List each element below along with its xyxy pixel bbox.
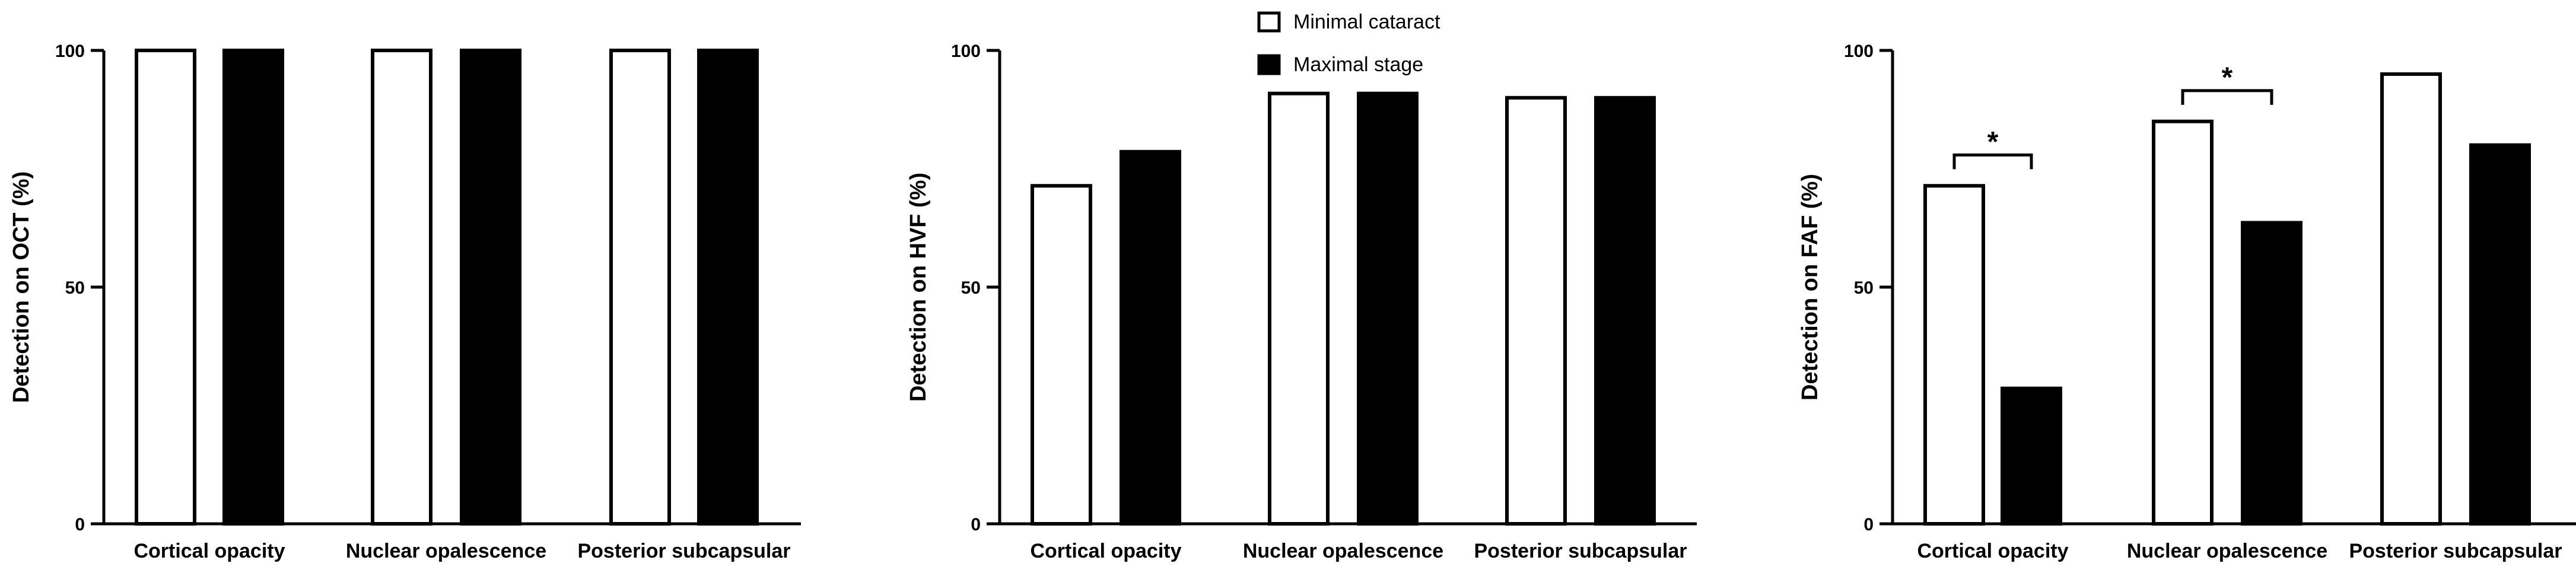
y-tick-label: 100: [1844, 42, 1874, 61]
bar-maximal-3: [697, 49, 759, 526]
significance-bracket: [1952, 153, 2033, 170]
x-category-label: Cortical opacity: [133, 540, 285, 562]
significance-star: *: [1987, 126, 1999, 158]
bar-maximal-1: [2001, 386, 2062, 526]
legend-label-minimal: Minimal cataract: [1293, 11, 1440, 33]
x-category-label: Cortical opacity: [1917, 540, 2068, 562]
legend-swatch-minimal: [1257, 11, 1281, 33]
x-category-label: Posterior subcapsular: [1474, 540, 1687, 562]
bar-maximal-2: [460, 49, 521, 526]
bar-maximal-1: [1120, 149, 1181, 526]
bar-maximal-3: [2469, 143, 2531, 526]
bar-maximal-2: [2241, 221, 2303, 526]
chart-panel-1: 0 50 100 Detection on OCT (%) Cortical opaci…: [9, 42, 801, 562]
chart-panel-3: 0 50 100 Detection on FAF (%) Cortical opaci…: [1798, 42, 2576, 562]
x-category-label: Nuclear opalescence: [1243, 540, 1443, 562]
x-category-label: Nuclear opalescence: [346, 540, 546, 562]
y-tick-label: 100: [55, 42, 85, 61]
bar-maximal-2: [1357, 91, 1419, 526]
y-axis-title: Detection on FAF (%): [1798, 174, 1823, 400]
y-tick-label: 50: [1854, 278, 1874, 298]
y-tick-label: 0: [971, 515, 981, 534]
bar-maximal-3: [1594, 96, 1656, 526]
legend-label-maximal: Maximal stage: [1293, 53, 1423, 76]
bar-minimal-3: [1505, 96, 1567, 526]
chart-panel-2: 0 50 100 Detection on HVF (%) Cortical opaci…: [906, 42, 1697, 562]
bar-minimal-2: [2152, 119, 2214, 526]
y-axis-title: Detection on OCT (%): [9, 171, 34, 403]
bar-minimal-2: [371, 49, 432, 526]
y-tick-label: 0: [75, 515, 85, 534]
y-tick-label: 100: [951, 42, 981, 61]
x-category-label: Posterior subcapsular: [2349, 540, 2562, 562]
y-axis-title: Detection on HVF (%): [906, 173, 931, 402]
bar-minimal-3: [2380, 72, 2442, 526]
legend-swatch-maximal: [1257, 54, 1281, 75]
bar-maximal-1: [222, 49, 284, 526]
x-category-label: Posterior subcapsular: [577, 540, 790, 562]
y-tick-label: 0: [1863, 515, 1874, 534]
bar-minimal-2: [1268, 91, 1330, 526]
bar-minimal-1: [1031, 184, 1092, 526]
significance-star: *: [2222, 62, 2233, 94]
bar-minimal-1: [1923, 184, 1985, 526]
y-tick-label: 50: [961, 278, 981, 298]
legend: Minimal cataract Maximal stage: [1257, 11, 1440, 76]
x-category-label: Cortical opacity: [1030, 540, 1181, 562]
bar-minimal-3: [609, 49, 671, 526]
bar-minimal-1: [135, 49, 196, 526]
y-tick-label: 50: [65, 278, 85, 298]
x-category-label: Nuclear opalescence: [2127, 540, 2327, 562]
significance-bracket: [2181, 89, 2273, 105]
